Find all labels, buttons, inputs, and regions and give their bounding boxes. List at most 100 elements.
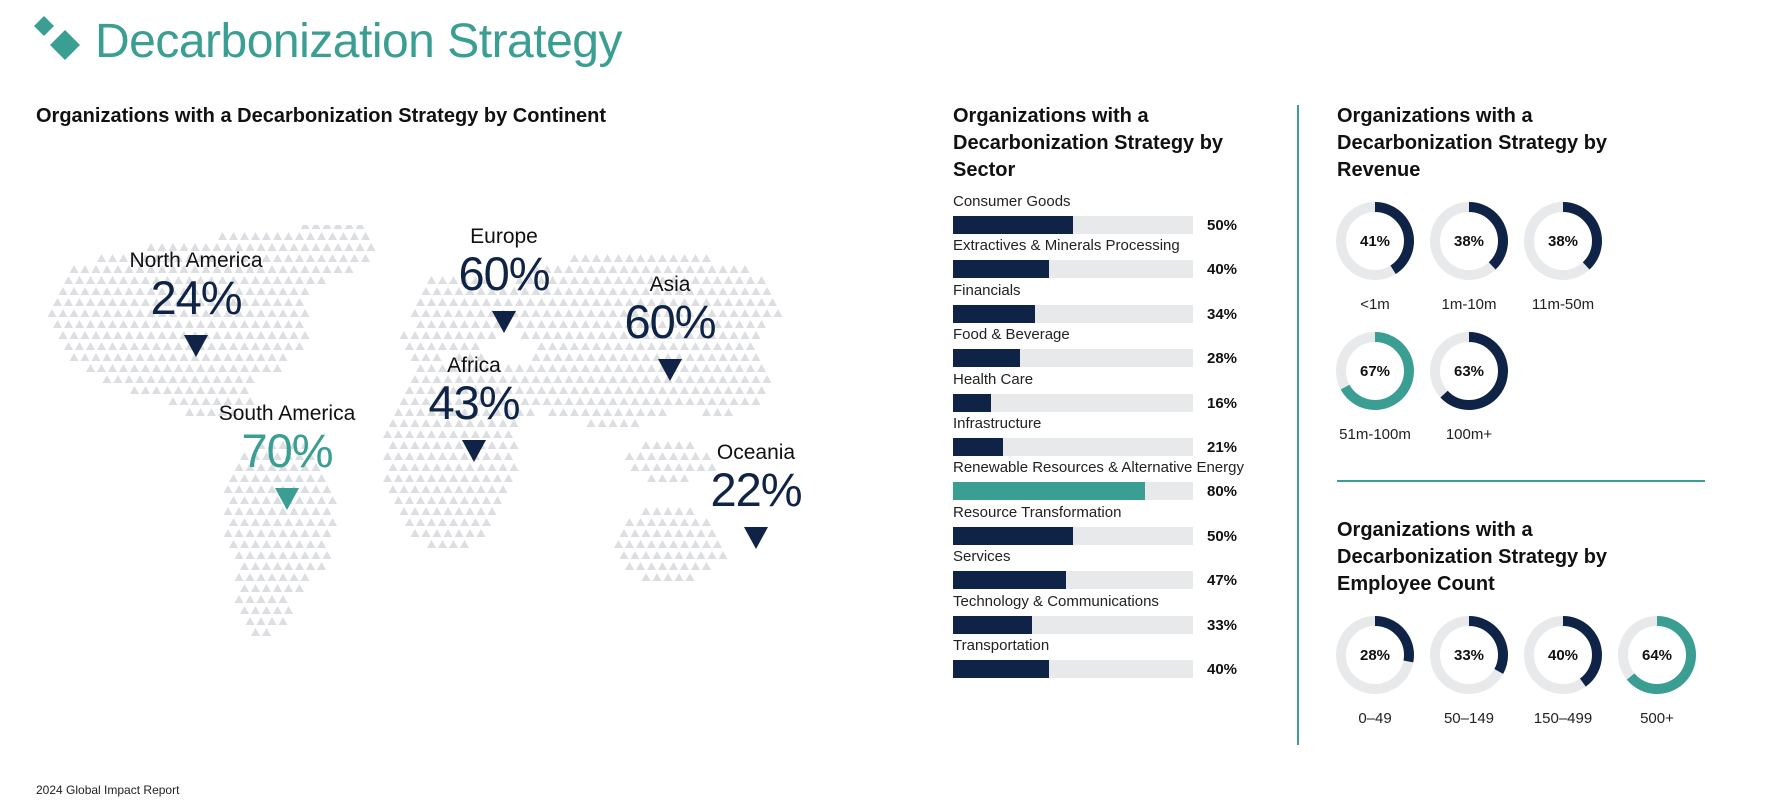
- region-value: 43%: [428, 376, 520, 429]
- map-chart-title: Organizations with a Decarbonization Str…: [36, 105, 607, 127]
- donut-ring: 38%: [1430, 202, 1508, 280]
- donut-value-label: 67%: [1360, 363, 1390, 380]
- bar-row: Food & Beverage 28%: [953, 326, 1253, 376]
- bar-value-label: 28%: [1207, 350, 1238, 368]
- region-value: 60%: [458, 247, 550, 300]
- bar-track: [953, 660, 1193, 678]
- bar-category-label: Extractives & Minerals Processing: [953, 237, 1180, 255]
- bar-category-label: Food & Beverage: [953, 326, 1070, 344]
- region-africa: Africa 43%: [374, 354, 574, 467]
- donut-category-label: 100m+: [1445, 426, 1493, 443]
- bar-row: Consumer Goods 50%: [953, 193, 1253, 243]
- bar: [953, 438, 1004, 456]
- region-value: 24%: [150, 271, 242, 324]
- bar-track: [953, 526, 1193, 545]
- donut-category-label: 11m-50m: [1531, 296, 1595, 313]
- bar-value-label: 33%: [1207, 616, 1238, 634]
- donut-chart: 41% <1m: [1325, 195, 1425, 313]
- region-name: Oceania: [716, 441, 796, 464]
- bar-value-label: 50%: [1207, 527, 1238, 545]
- employee-chart-title: Organizations with a Decarbonization Str…: [1337, 519, 1608, 595]
- region-south-america: South America 70%: [187, 402, 387, 515]
- donut-slice: [1524, 616, 1602, 694]
- donut-slice: [1430, 202, 1508, 280]
- region-north-america: North America 24%: [96, 249, 296, 362]
- donut-chart: 33% 50–149: [1419, 609, 1519, 727]
- bar-row: Transportation 40%: [953, 637, 1253, 687]
- bar-category-label: Infrastructure: [953, 415, 1042, 432]
- bar-track: [953, 438, 1193, 456]
- donut-ring: 64%: [1618, 616, 1696, 694]
- bar-track: [953, 615, 1193, 634]
- donut-chart: 63% 100m+: [1419, 325, 1519, 443]
- donut-chart: 40% 150–499: [1513, 609, 1613, 727]
- region-marker-icon: [744, 527, 768, 549]
- region-name: Africa: [447, 354, 501, 377]
- bar-row: Financials 34%: [953, 282, 1253, 332]
- bar-category-label: Services: [953, 548, 1011, 566]
- bar-value-label: 16%: [1207, 394, 1238, 412]
- bar: [953, 615, 1033, 634]
- bar-value-label: 40%: [1207, 661, 1238, 678]
- bar-row: Resource Transformation 50%: [953, 504, 1253, 554]
- bar-track: [953, 349, 1193, 368]
- page-title: Decarbonization Strategy: [95, 15, 622, 68]
- bar-row: Health Care 16%: [953, 371, 1253, 421]
- region-name: South America: [218, 402, 356, 425]
- region-marker-icon: [462, 440, 486, 462]
- donut-category-label: 0–49: [1358, 710, 1392, 727]
- bar: [953, 660, 1049, 678]
- bar-track: [953, 482, 1193, 501]
- bar-row: Infrastructure 21%: [953, 415, 1253, 465]
- bar-category-label: Transportation: [953, 637, 1050, 654]
- sector-chart-title: Organizations with a Decarbonization Str…: [953, 105, 1224, 181]
- donut-slice: [1618, 616, 1696, 694]
- bar-category-label: Renewable Resources & Alternative Energy: [953, 459, 1244, 477]
- bar-category-label: Resource Transformation: [953, 503, 1122, 521]
- bar-category-label: Technology & Communications: [953, 592, 1159, 610]
- donut-ring: 63%: [1430, 332, 1508, 410]
- bar: [953, 216, 1073, 234]
- region-asia: Asia 60%: [570, 273, 770, 386]
- donut-ring: 28%: [1336, 616, 1414, 694]
- bar-track: [953, 393, 1193, 412]
- donut-slice: [1430, 616, 1508, 694]
- donut-chart: 28% 0–49: [1325, 609, 1425, 727]
- donut-ring: 41%: [1336, 202, 1414, 280]
- donut-chart: 67% 51m-100m: [1325, 325, 1425, 443]
- region-marker-icon: [184, 335, 208, 357]
- region-europe: Europe 60%: [404, 225, 604, 338]
- donut-value-label: 38%: [1454, 233, 1484, 250]
- region-name: North America: [129, 249, 263, 272]
- bar-row: Extractives & Minerals Processing 40%: [953, 237, 1253, 287]
- donut-value-label: 64%: [1642, 647, 1672, 664]
- donut-value-label: 28%: [1360, 647, 1390, 664]
- region-name: Europe: [470, 225, 538, 248]
- donut-slice: [1336, 202, 1414, 280]
- donut-category-label: 1m-10m: [1441, 296, 1497, 313]
- bar-track: [953, 260, 1193, 279]
- donut-chart: 38% 11m-50m: [1513, 195, 1613, 313]
- bar: [953, 393, 992, 412]
- donut-ring: 40%: [1524, 616, 1602, 694]
- bar-value-label: 21%: [1207, 439, 1238, 456]
- bar: [953, 349, 1021, 368]
- bar-value-label: 50%: [1207, 217, 1238, 234]
- donut-slice: [1336, 616, 1414, 694]
- revenue-chart-title: Organizations with a Decarbonization Str…: [1337, 105, 1608, 181]
- bar: [953, 304, 1035, 323]
- donut-ring: 67%: [1336, 332, 1414, 410]
- region-oceania: Oceania 22%: [656, 441, 856, 554]
- donut-slice: [1430, 332, 1508, 410]
- donut-category-label: <1m: [1360, 296, 1390, 313]
- bar-row: Renewable Resources & Alternative Energy…: [953, 459, 1253, 509]
- donut-category-label: 150–499: [1533, 710, 1593, 727]
- donut-value-label: 38%: [1548, 233, 1578, 250]
- bar-value-label: 34%: [1207, 305, 1238, 323]
- donut-chart: 64% 500+: [1607, 609, 1707, 727]
- donut-ring: 38%: [1524, 202, 1602, 280]
- world-map: North America 24% South America 70% Euro…: [30, 225, 870, 725]
- donut-chart: 38% 1m-10m: [1419, 195, 1519, 313]
- bar-track: [953, 304, 1193, 323]
- bar: [953, 526, 1073, 545]
